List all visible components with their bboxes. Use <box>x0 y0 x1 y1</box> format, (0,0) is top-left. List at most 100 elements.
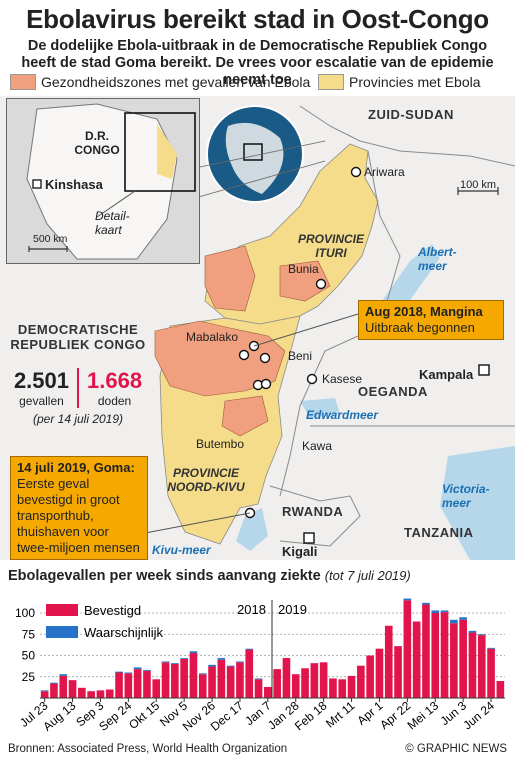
footer-sources: Bronnen: Associated Press, World Health … <box>8 743 288 755</box>
legend-confirmed-swatch <box>46 604 78 616</box>
bar-confirmed <box>226 666 235 698</box>
zone-2 <box>279 260 331 302</box>
y-tick-label: 100 <box>15 606 35 620</box>
chart-note: (tot 7 juli 2019) <box>324 568 411 583</box>
stat-deaths: 1.668 <box>87 368 143 393</box>
bar-probable <box>143 669 151 671</box>
bar-probable <box>477 634 486 636</box>
bar-confirmed <box>208 666 216 698</box>
x-tick-label: Dec 17 <box>208 698 246 733</box>
label-kasese: Kasese <box>322 372 363 386</box>
bar-confirmed <box>403 600 412 698</box>
label-lake-kivu: Kivu-meer <box>152 543 211 557</box>
label-drc: DEMOCRATISCHE REPUBLIEK CONGO <box>10 322 146 352</box>
marker-bunia <box>315 278 327 290</box>
legend-provinces: Provincies met Ebola <box>318 74 481 90</box>
stat-deaths-label: doden <box>97 394 132 408</box>
x-tick-label: Aug 13 <box>40 698 78 733</box>
y-tick-label: 50 <box>22 649 36 663</box>
zone-3 <box>154 320 286 397</box>
callout-mangina: Aug 2018, Mangina Uitbraak begonnen <box>358 300 504 340</box>
border-uganda <box>279 150 401 497</box>
bar-confirmed <box>78 687 86 698</box>
goma-leader <box>139 512 251 535</box>
callout-goma: 14 juli 2019, Goma: Eerste geval bevesti… <box>10 456 148 560</box>
bar-probable <box>468 630 477 633</box>
label-ariwara: Ariwara <box>364 165 405 179</box>
bar-confirmed <box>319 662 328 698</box>
bar-confirmed <box>217 659 226 698</box>
bar-confirmed <box>375 648 384 698</box>
bar-confirmed <box>431 613 440 698</box>
bar-probable <box>431 610 440 613</box>
bar-confirmed <box>50 683 58 698</box>
marker-kampala <box>478 364 490 376</box>
bar-confirmed <box>412 621 421 698</box>
bar-probable <box>40 690 49 692</box>
inset-detail-label: Detail- kaart <box>95 209 130 237</box>
zone-4 <box>221 395 269 437</box>
bar-confirmed <box>180 658 188 698</box>
callout-goma-text: Eerste geval bevestigd in groot transpor… <box>17 476 140 555</box>
legend-probable-label: Waarschijnlijk <box>84 625 163 640</box>
bar-confirmed <box>96 690 105 698</box>
bar-probable <box>208 664 216 667</box>
inset-box <box>124 112 196 192</box>
bar-confirmed <box>496 681 505 698</box>
label-tanzania: TANZANIA <box>404 525 474 540</box>
bar-confirmed <box>236 662 244 698</box>
mangina-leader <box>253 313 359 347</box>
legend-zones-label: Gezondheidszones met gevallen van Ebola <box>41 74 311 90</box>
marker-kigali <box>303 532 315 544</box>
callout-mangina-heading: Aug 2018, Mangina <box>365 304 483 319</box>
inset-detail-line <box>96 190 136 218</box>
label-kigali: Kigali <box>282 544 318 559</box>
x-tick-label: Feb 18 <box>292 698 330 733</box>
label-lake-edward: Edwardmeer <box>306 408 379 422</box>
bar-probable <box>226 665 235 667</box>
label-bunia: Bunia <box>288 262 319 276</box>
x-tick-label: Sep 24 <box>96 698 134 733</box>
chart-title-text: Ebolagevallen per week sinds aanvang zie… <box>8 568 321 584</box>
inset-scale-bar <box>28 246 68 252</box>
bar-probable <box>171 663 179 664</box>
bar-confirmed <box>105 689 114 698</box>
lake-kivu <box>236 508 268 551</box>
bar-probable <box>115 671 123 673</box>
bar-confirmed <box>459 619 467 698</box>
bar-probable <box>50 682 58 684</box>
bar-confirmed <box>347 675 356 698</box>
bar-probable <box>422 602 430 605</box>
bar-probable <box>180 658 188 659</box>
border-sudan <box>299 105 515 167</box>
bar-probable <box>403 598 412 601</box>
stat-cases: 2.501 <box>13 368 69 393</box>
bar-confirmed <box>40 691 49 698</box>
legend-provinces-swatch <box>318 74 344 90</box>
label-ituri: PROVINCIE ITURI <box>297 232 364 260</box>
x-tick-label: Mrt 11 <box>323 698 358 730</box>
callout-goma-heading: 14 juli 2019, Goma: <box>17 460 135 475</box>
bar-confirmed <box>68 680 77 698</box>
inset-scale: 500 km <box>33 233 68 245</box>
inset-svg <box>26 103 196 260</box>
bar-confirmed <box>422 604 430 698</box>
inset-capital: Kinshasa <box>45 177 103 192</box>
legend-zones-swatch <box>10 74 36 90</box>
bar-confirmed <box>357 665 365 698</box>
bar-confirmed <box>282 658 291 698</box>
bar-probable <box>217 658 226 660</box>
lake-victoria <box>440 446 515 560</box>
inset-leader <box>194 140 326 199</box>
bar-confirmed <box>171 664 179 698</box>
year-label-2018: 2018 <box>237 602 266 617</box>
legend-confirmed-label: Bevestigd <box>84 603 141 618</box>
bar-probable <box>236 661 244 663</box>
stat-date-note: (per 14 juli 2019) <box>32 412 124 426</box>
marker-mabalako <box>238 349 250 361</box>
legend-zones: Gezondheidszones met gevallen van Ebola <box>10 74 310 90</box>
bar-confirmed <box>450 623 458 698</box>
map-scale: 100 km <box>460 179 497 191</box>
marker-kasese <box>306 373 318 385</box>
